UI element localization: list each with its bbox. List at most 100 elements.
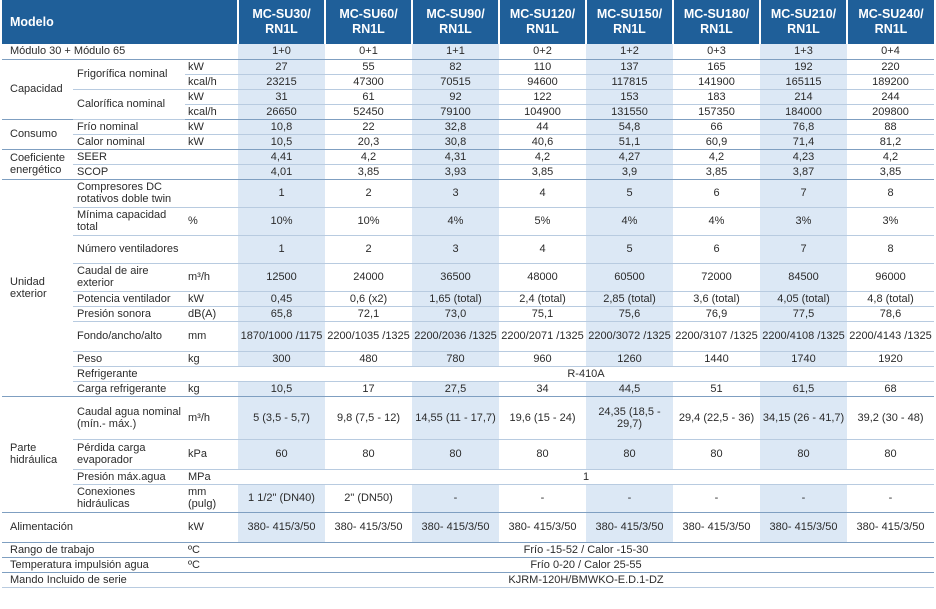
span-value: 1 (238, 469, 934, 485)
value-cell: 4,23 (760, 149, 847, 165)
value-cell: 4,31 (412, 149, 499, 165)
row-label: Potencia ventilador (73, 291, 185, 307)
value-cell: 80 (673, 439, 760, 470)
value-cell: 189200 (847, 74, 934, 90)
table-row: Unidad exterior Compresores DC rotativos … (2, 179, 934, 397)
value-cell: 88 (847, 119, 934, 135)
value-cell: 104900 (499, 104, 586, 120)
value-cell: 4,05 (total) (760, 291, 847, 307)
value-cell: 244 (847, 89, 934, 105)
value-cell: 14,55 (11 - 17,7) (412, 396, 499, 440)
header-label: Modelo (2, 0, 238, 44)
unit-label: kW (185, 134, 238, 150)
value-cell: 1+0 (238, 44, 325, 60)
value-cell: 23215 (238, 74, 325, 90)
table-row: Mínima capacidad total% 10% 10% 4% 5% 4% 4% 3% 3… (2, 207, 934, 236)
value-cell: 51,1 (586, 134, 673, 150)
value-cell: 96000 (847, 263, 934, 292)
value-cell: 80 (325, 439, 412, 470)
table-row: Consumo Frío nominal kW 10,8 22 32,8 44 54,8 66 7… (2, 119, 934, 150)
category-label: Coeficiente energético (2, 149, 73, 180)
value-cell: 780 (412, 351, 499, 367)
value-cell: - (673, 484, 760, 513)
value-cell: 72000 (673, 263, 760, 292)
value-cell: 60500 (586, 263, 673, 292)
value-cell: 1 (238, 235, 325, 264)
value-cell: 1 (238, 179, 325, 208)
value-cell: 2200/4143 /1325 (847, 321, 934, 352)
row-label: SCOP (73, 164, 238, 180)
value-cell: 73,0 (412, 306, 499, 322)
table-row: Módulo 30 + Módulo 65 1+0 0+1 1+1 0+2 1+2 0+3 1… (2, 44, 934, 60)
table-row: Alimentación kW 380- 415/3/50 380- 415/3/50… (2, 512, 934, 543)
value-cell: 29,4 (22,5 - 36) (673, 396, 760, 440)
value-cell: 61 (325, 89, 412, 105)
value-cell: 300 (238, 351, 325, 367)
row-label: Caudal agua nominal (mín.- máx.) (73, 396, 185, 440)
value-cell: 94600 (499, 74, 586, 90)
value-cell: 122 (499, 89, 586, 105)
value-cell: 9,8 (7,5 - 12) (325, 396, 412, 440)
value-cell: 137 (586, 59, 673, 75)
value-cell: 24000 (325, 263, 412, 292)
unit-label: kPa (185, 439, 238, 470)
value-cell: 55 (325, 59, 412, 75)
value-cell: 110 (499, 59, 586, 75)
value-cell: 4,27 (586, 149, 673, 165)
value-cell: 2200/2036 /1325 (412, 321, 499, 352)
value-cell: 60 (238, 439, 325, 470)
row-label: Calor nominal (73, 134, 185, 150)
value-cell: 7 (760, 235, 847, 264)
value-cell: 31 (238, 89, 325, 105)
value-cell: 66 (673, 119, 760, 135)
value-cell: 6 (673, 179, 760, 208)
value-cell: 8 (847, 235, 934, 264)
value-cell: 0,6 (x2) (325, 291, 412, 307)
value-cell: 3 (412, 179, 499, 208)
value-cell: 480 (325, 351, 412, 367)
value-cell: 4% (586, 207, 673, 236)
table-row: Caudal de aire exterior m³/h 12500 24000 365… (2, 263, 934, 292)
model-header: MC-SU30/ RN1L (237, 0, 325, 44)
value-cell: 4% (673, 207, 760, 236)
value-cell: 47300 (325, 74, 412, 90)
table-row: Parte hidráulica Caudal agua nominal (mín… (2, 396, 934, 513)
row-label: Pérdida carga evaporador (73, 439, 185, 470)
value-cell: 5 (586, 235, 673, 264)
value-cell: 0+3 (673, 44, 760, 60)
model-header: MC-SU150/ RN1L (585, 0, 673, 44)
value-cell: - (760, 484, 847, 513)
row-label: Módulo 30 + Módulo 65 (2, 44, 238, 60)
value-cell: 4,8 (total) (847, 291, 934, 307)
table-row: SCOP 4,01 3,85 3,93 3,85 3,9 3,85 3,87 3,85 (2, 164, 934, 180)
unit-label: kW (185, 291, 238, 307)
value-cell: 0,45 (238, 291, 325, 307)
table-row: Refrigerante R-410A (2, 366, 934, 382)
row-label: Peso (73, 351, 185, 367)
value-cell: 380- 415/3/50 (499, 512, 586, 543)
value-cell: 2 (325, 235, 412, 264)
span-value: Frío -15-52 / Calor -15-30 (238, 542, 934, 558)
value-cell: 2 (325, 179, 412, 208)
unit-label: kW (185, 119, 238, 135)
table-row: Peso kg 300 480 780 960 1260 1440 1740 1920 (2, 351, 934, 367)
value-cell: 2200/1035 /1325 (325, 321, 412, 352)
unit-label: % (185, 207, 238, 236)
value-cell: 34 (499, 381, 586, 397)
value-cell: 72,1 (325, 306, 412, 322)
value-cell: 1740 (760, 351, 847, 367)
table-row: Coeficiente energético SEER 4,41 4,2 4,31 4,2… (2, 149, 934, 180)
value-cell: 40,6 (499, 134, 586, 150)
value-cell: 2200/4108 /1325 (760, 321, 847, 352)
value-cell: 2,85 (total) (586, 291, 673, 307)
row-label: Número ventiladores (73, 235, 185, 264)
value-cell: 3 (412, 235, 499, 264)
table-row: Calor nominal kW 10,5 20,3 30,8 40,6 51,1 60,9 7… (2, 134, 934, 150)
model-header: MC-SU180/ RN1L (672, 0, 760, 44)
value-cell: 2200/3072 /1325 (586, 321, 673, 352)
value-cell: 4% (412, 207, 499, 236)
value-cell: 1,65 (total) (412, 291, 499, 307)
value-cell: 44,5 (586, 381, 673, 397)
value-cell: 80 (412, 439, 499, 470)
row-label: Temperatura impulsión agua (2, 557, 185, 573)
